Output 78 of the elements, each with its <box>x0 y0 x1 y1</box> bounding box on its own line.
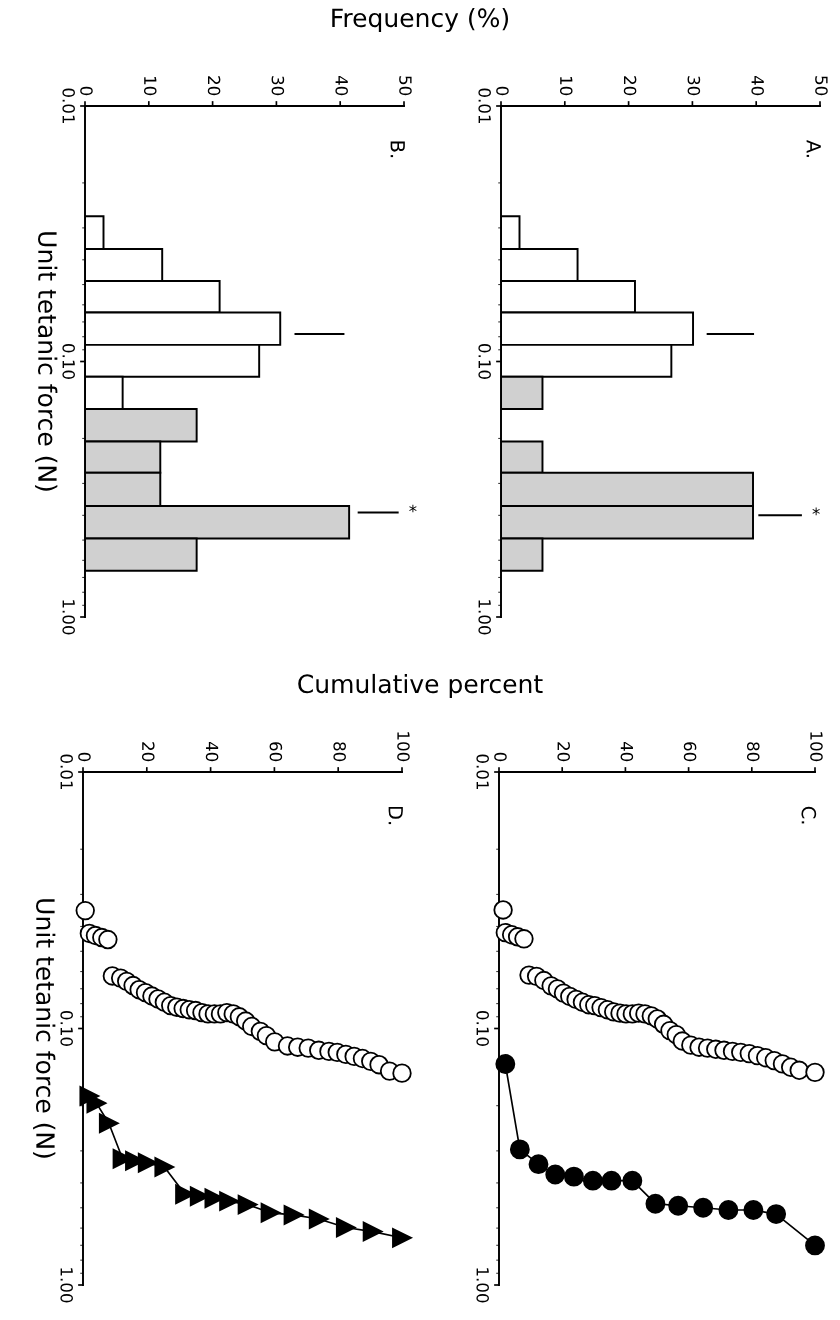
x-tick-label: 50 <box>815 76 828 96</box>
point <box>392 1227 412 1248</box>
y-tick-label: 0.01 <box>62 88 75 124</box>
x-tick-label: 0 <box>494 752 507 762</box>
point <box>237 1194 258 1215</box>
point <box>743 1200 764 1220</box>
point <box>392 1063 412 1083</box>
point <box>789 1060 809 1080</box>
y-axis-title: Unit tetanic force (N) <box>33 899 56 1158</box>
annotation: * <box>812 507 820 516</box>
point <box>545 1164 566 1185</box>
x-tick-label: 40 <box>205 741 219 762</box>
x-tick-label: 40 <box>620 741 634 762</box>
x-tick-label: 80 <box>333 742 346 762</box>
x-tick-label: 60 <box>683 742 697 762</box>
x-axis-title: Frequency (%) <box>332 7 509 33</box>
text: * <box>409 504 417 513</box>
point <box>75 900 95 921</box>
y-tick-label: 1.00 <box>60 1268 73 1303</box>
point <box>693 1197 714 1218</box>
y-axis-title: Unit tetanic force (N) <box>35 232 58 491</box>
x-tick-label: 10 <box>559 76 573 96</box>
x-tick-label: 100 <box>810 732 823 762</box>
point <box>493 900 513 920</box>
y-tick-label: 0.10 <box>60 1011 73 1046</box>
point <box>668 1195 689 1216</box>
point <box>509 1139 530 1160</box>
x-tick-label: 20 <box>207 76 221 96</box>
x-tick-label: 0 <box>80 86 93 96</box>
point <box>622 1170 643 1191</box>
point <box>335 1217 356 1238</box>
annotation: C. <box>801 806 817 824</box>
point <box>805 1062 825 1083</box>
point <box>283 1204 304 1225</box>
point <box>219 1191 240 1212</box>
x-axis-title: Cumulative percent <box>298 673 543 699</box>
x-tick-label: 60 <box>269 742 283 762</box>
point <box>645 1193 666 1214</box>
y-tick-label: 0.01 <box>476 754 489 790</box>
x-tick-label: 10 <box>143 76 157 96</box>
point <box>601 1170 622 1191</box>
point <box>98 929 118 950</box>
x-tick-label: 30 <box>271 76 285 96</box>
y-tick-label: 0.01 <box>60 754 73 790</box>
point <box>260 1202 281 1223</box>
point <box>154 1157 175 1178</box>
x-tick-label: 20 <box>557 742 570 762</box>
point <box>805 1235 825 1256</box>
x-tick-label: 30 <box>687 76 701 96</box>
point <box>766 1204 787 1224</box>
point <box>582 1170 603 1191</box>
point <box>362 1221 383 1242</box>
point <box>98 1113 119 1134</box>
point <box>514 929 534 949</box>
x-tick-label: 80 <box>746 742 760 762</box>
x-tick-label: 20 <box>141 742 155 762</box>
point <box>495 1054 516 1074</box>
x-tick-label: 100 <box>397 732 410 762</box>
point <box>563 1166 584 1187</box>
annotation: A. <box>806 140 821 157</box>
point <box>308 1209 329 1229</box>
x-tick-label: 50 <box>399 76 412 96</box>
y-tick-label: 1.00 <box>478 600 491 635</box>
x-tick-label: 40 <box>751 75 764 96</box>
x-tick-label: 40 <box>335 75 348 96</box>
annotation: D. <box>388 806 403 825</box>
point <box>718 1200 739 1220</box>
y-tick-label: 0.01 <box>478 88 491 124</box>
annotation: B. <box>390 141 405 158</box>
y-tick-label: 1.00 <box>476 1268 489 1303</box>
point <box>528 1154 549 1175</box>
x-tick-label: 20 <box>623 76 637 96</box>
y-tick-label: 0.10 <box>62 344 75 379</box>
x-tick-label: 0 <box>78 752 91 762</box>
x-tick-label: 0 <box>496 86 509 96</box>
y-tick-label: 0.10 <box>476 1011 489 1046</box>
y-tick-label: 0.10 <box>478 344 491 379</box>
y-tick-label: 1.00 <box>62 600 75 635</box>
